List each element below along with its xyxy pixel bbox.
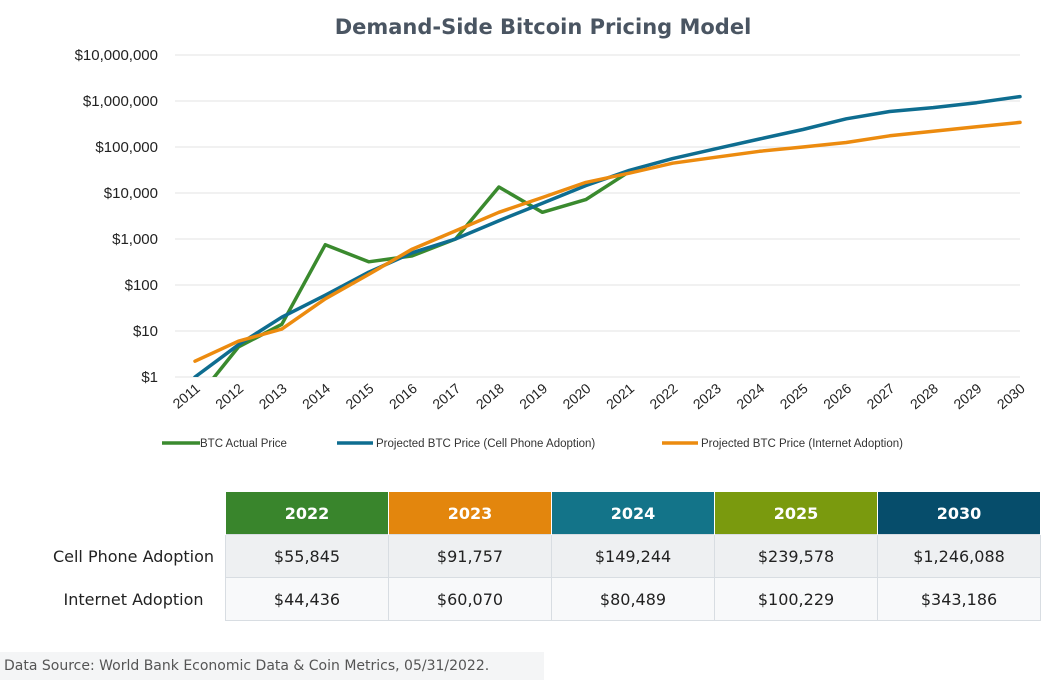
- x-tick-label: 2028: [907, 380, 941, 412]
- row-label-internet: Internet Adoption: [63, 589, 204, 609]
- table-header-2022: 2022: [225, 492, 389, 535]
- x-tick-label: 2015: [342, 380, 376, 412]
- x-axis: 2011 2012 2013 2014 2015 2016 2017 2018 2019 2020…: [170, 380, 1029, 412]
- legend-label: Projected BTC Price (Internet Adoption): [701, 438, 903, 450]
- y-tick-label: $100: [125, 277, 158, 294]
- table-cell: $60,070: [388, 577, 552, 621]
- x-tick-label: 2014: [299, 380, 333, 412]
- table-cell: $1,246,088: [877, 534, 1041, 578]
- table-row: Internet Adoption $44,436 $60,070 $80,48…: [42, 577, 1041, 621]
- y-tick-label: $100,000: [95, 139, 158, 156]
- y-axis: $1 $10 $100 $1,000 $10,000 $100,000 $1,000,000…: [75, 47, 158, 386]
- table-header-2025: 2025: [714, 492, 878, 535]
- x-tick-label: 2023: [690, 380, 724, 412]
- x-tick-label: 2022: [646, 380, 680, 412]
- x-tick-label: 2012: [212, 380, 246, 412]
- x-tick-label: 2021: [603, 380, 637, 412]
- legend: BTC Actual Price Projected BTC Price (Cel…: [162, 438, 903, 450]
- y-tick-label: $10,000: [104, 185, 158, 202]
- x-tick-label: 2020: [560, 380, 594, 412]
- chart-title: Demand-Side Bitcoin Pricing Model: [335, 15, 752, 39]
- series-layer: [193, 94, 1022, 377]
- chart: Demand-Side Bitcoin Pricing Model $1 $10 $…: [75, 15, 1029, 450]
- table-row: Cell Phone Adoption $55,845 $91,757 $149…: [42, 534, 1041, 578]
- table-cell: $100,229: [714, 577, 878, 621]
- row-label-cell-phone: Cell Phone Adoption: [52, 546, 215, 566]
- projection-table: 2022 2023 2024 2025 2030 Cell Phone Adop…: [42, 492, 1041, 621]
- table-cell: $149,244: [551, 534, 715, 578]
- y-tick-label: $1,000,000: [83, 93, 158, 110]
- data-source-note: Data Source: World Bank Economic Data & …: [0, 652, 544, 680]
- table-cell: $55,845: [225, 534, 389, 578]
- table-header-2023: 2023: [388, 492, 552, 535]
- table-header-2024: 2024: [551, 492, 715, 535]
- legend-label: BTC Actual Price: [200, 438, 287, 450]
- table-cell: $80,489: [551, 577, 715, 621]
- series-line-1: [193, 94, 1022, 377]
- table-corner: [42, 492, 226, 535]
- x-tick-label: 2013: [256, 380, 290, 412]
- grid-layer: [175, 54, 1020, 378]
- table-cell: $44,436: [225, 577, 389, 621]
- x-tick-label: 2019: [516, 380, 550, 412]
- x-tick-label: 2030: [994, 380, 1028, 412]
- legend-label: Projected BTC Price (Cell Phone Adoption…: [376, 438, 595, 450]
- series-line-2: [193, 120, 1022, 363]
- x-tick-label: 2018: [473, 380, 507, 412]
- series-line-0: [212, 169, 631, 377]
- y-tick-label: $1: [141, 369, 158, 386]
- y-tick-label: $1,000: [112, 231, 158, 248]
- y-tick-label: $10,000,000: [75, 47, 158, 64]
- x-tick-label: 2026: [820, 380, 854, 412]
- table-cell: $91,757: [388, 534, 552, 578]
- y-tick-label: $10: [133, 323, 158, 340]
- x-tick-label: 2016: [386, 380, 420, 412]
- table-header-row: 2022 2023 2024 2025 2030: [42, 492, 1041, 535]
- table-cell: $239,578: [714, 534, 878, 578]
- x-tick-label: 2017: [429, 380, 463, 412]
- x-tick-label: 2027: [864, 380, 898, 412]
- x-tick-label: 2025: [777, 380, 811, 412]
- x-tick-label: 2011: [170, 380, 204, 412]
- table-cell: $343,186: [877, 577, 1041, 621]
- x-tick-label: 2024: [733, 380, 767, 412]
- chart-svg: Demand-Side Bitcoin Pricing Model $1$10$…: [75, 15, 1029, 450]
- table-header-2030: 2030: [877, 492, 1041, 535]
- x-tick-label: 2029: [950, 380, 984, 412]
